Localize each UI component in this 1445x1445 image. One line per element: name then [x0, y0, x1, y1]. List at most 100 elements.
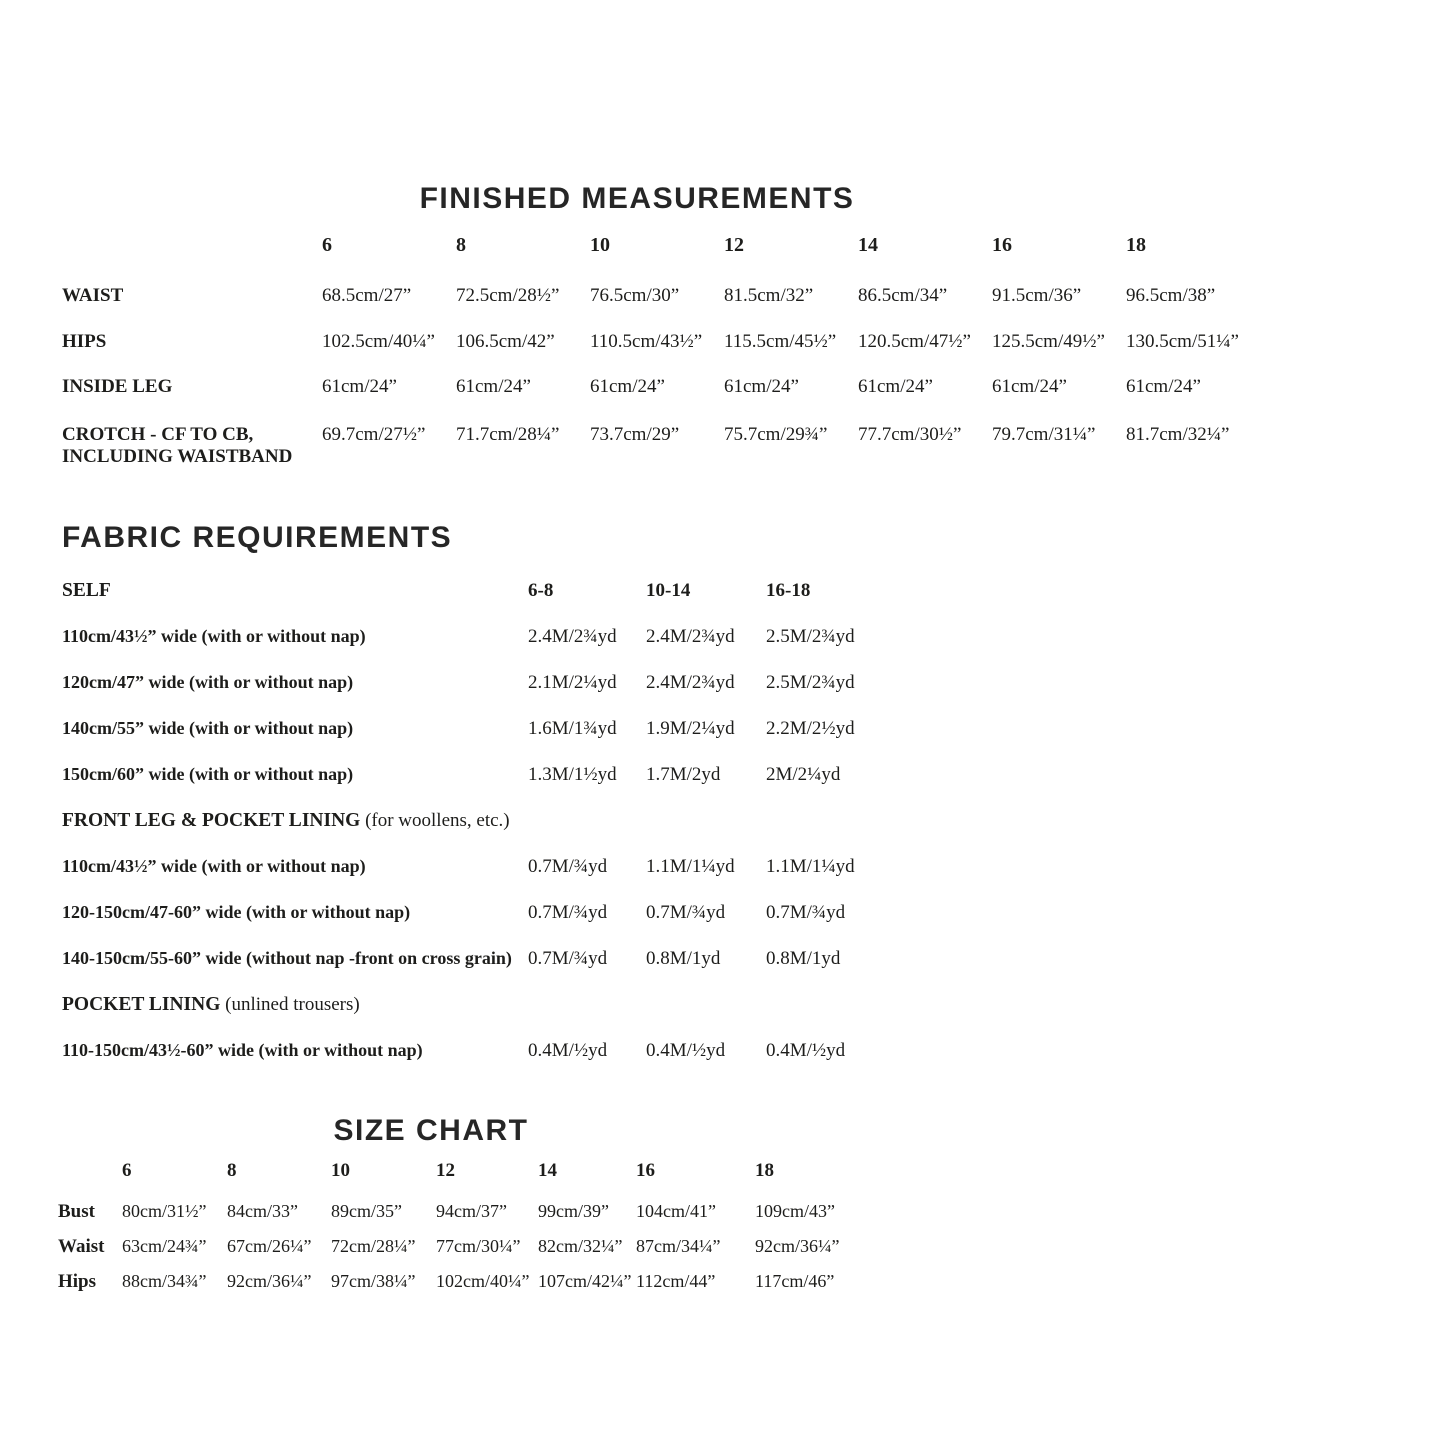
fr-section-heading: FRONT LEG & POCKET LINING (for woollens,…: [62, 810, 528, 832]
sc-value-cell: 84cm/33”: [227, 1201, 298, 1221]
fm-size-header: 6: [322, 234, 332, 256]
fr-value-cell: 1.3M/1½yd: [528, 764, 617, 785]
fm-row-label: HIPS: [62, 331, 107, 352]
sc-value-cell: 82cm/32¼”: [538, 1236, 623, 1256]
fr-value-cell: 2M/2¼yd: [766, 764, 841, 785]
fm-size-header: 10: [590, 234, 610, 256]
fm-value-cell: 61cm/24”: [456, 376, 531, 397]
fm-value-cell: 120.5cm/47½”: [858, 331, 971, 352]
sc-value-cell: 109cm/43”: [755, 1201, 835, 1221]
fm-value-cell: 81.5cm/32”: [724, 285, 814, 306]
sc-size-header: 16: [636, 1160, 655, 1181]
sc-value-cell: 67cm/26¼”: [227, 1236, 312, 1256]
fm-size-header: 12: [724, 234, 744, 256]
fm-value-cell: 115.5cm/45½”: [724, 331, 837, 352]
fm-value-cell: 71.7cm/28¼”: [456, 424, 560, 445]
fm-size-header: 18: [1126, 234, 1146, 256]
fr-value-cell: 0.7M/¾yd: [528, 902, 608, 923]
sc-value-cell: 102cm/40¼”: [436, 1271, 530, 1291]
fm-row-label: WAIST: [62, 285, 124, 306]
fr-value-cell: 1.7M/2yd: [646, 764, 721, 785]
fr-value-cell: 0.7M/¾yd: [766, 902, 846, 923]
fr-value-cell: 0.4M/½yd: [528, 1040, 608, 1061]
fm-value-cell: 68.5cm/27”: [322, 285, 412, 306]
fm-value-cell: 125.5cm/49½”: [992, 331, 1105, 352]
fm-value-cell: 77.7cm/30½”: [858, 424, 962, 445]
fm-value-cell: 61cm/24”: [858, 376, 933, 397]
sc-value-cell: 77cm/30¼”: [436, 1236, 521, 1256]
fm-value-cell: 61cm/24”: [322, 376, 397, 397]
fm-value-cell: 130.5cm/51¼”: [1126, 331, 1239, 352]
sc-size-header: 12: [436, 1160, 455, 1181]
fm-row-label: INSIDE LEG: [62, 376, 173, 397]
fm-size-header: 16: [992, 234, 1012, 256]
sc-row-label: Waist: [58, 1236, 105, 1257]
fr-value-cell: 0.8M/1yd: [766, 948, 841, 969]
size-chart-table: 6 8 10 12 14 16 18 Bust 80cm/31½” 84cm/33” 89cm/35…: [58, 1160, 870, 1306]
fr-value-cell: 1.6M/1¾yd: [528, 718, 617, 739]
fr-row-label: 110-150cm/43½-60” wide (with or without …: [62, 1040, 423, 1060]
fr-value-cell: 0.7M/¾yd: [528, 856, 608, 877]
fr-size-group-header: 6-8: [528, 580, 554, 601]
sc-value-cell: 80cm/31½”: [122, 1201, 207, 1221]
fm-value-cell: 61cm/24”: [992, 376, 1067, 397]
sc-value-cell: 94cm/37”: [436, 1201, 507, 1221]
fr-value-cell: 1.1M/1¼yd: [766, 856, 855, 877]
fr-row-label: 110cm/43½” wide (with or without nap): [62, 626, 366, 646]
fm-value-cell: 61cm/24”: [724, 376, 799, 397]
fm-value-cell: 81.7cm/32¼”: [1126, 424, 1230, 445]
fr-row-label: 120-150cm/47-60” wide (with or without n…: [62, 902, 411, 922]
fm-value-cell: 79.7cm/31¼”: [992, 424, 1096, 445]
sc-value-cell: 117cm/46”: [755, 1271, 835, 1291]
fr-value-cell: 2.4M/2¾yd: [646, 626, 735, 647]
fm-value-cell: 102.5cm/40¼”: [322, 331, 435, 352]
fm-value-cell: 96.5cm/38”: [1126, 285, 1216, 306]
fr-section-heading-text: POCKET LINING: [62, 994, 221, 1015]
sc-value-cell: 89cm/35”: [331, 1201, 402, 1221]
sc-size-header: 6: [122, 1160, 132, 1181]
fr-value-cell: 2.1M/2¼yd: [528, 672, 617, 693]
sc-row-label: Bust: [58, 1201, 95, 1222]
fr-value-cell: 1.1M/1¼yd: [646, 856, 735, 877]
fr-section-heading-note: (unlined trousers): [220, 994, 360, 1015]
fm-value-cell: 72.5cm/28½”: [456, 285, 560, 306]
fabric-requirements-table: SELF 6-8 10-14 16-18 110cm/43½” wide (with o…: [62, 580, 896, 1086]
sc-value-cell: 63cm/24¾”: [122, 1236, 207, 1256]
fabric-requirements-title: FABRIC REQUIREMENTS: [62, 521, 453, 554]
fm-value-cell: 91.5cm/36”: [992, 285, 1082, 306]
fr-section-heading-text: SELF: [62, 580, 111, 601]
fr-section-heading: POCKET LINING (unlined trousers): [62, 994, 528, 1016]
fm-value-cell: 61cm/24”: [590, 376, 665, 397]
fr-value-cell: 2.5M/2¾yd: [766, 672, 855, 693]
fm-value-cell: 61cm/24”: [1126, 376, 1201, 397]
fm-size-header: 8: [456, 234, 466, 256]
sc-value-cell: 99cm/39”: [538, 1201, 609, 1221]
sc-size-header: 14: [538, 1160, 557, 1181]
fr-row-label: 110cm/43½” wide (with or without nap): [62, 856, 366, 876]
sc-value-cell: 97cm/38¼”: [331, 1271, 416, 1291]
sc-value-cell: 88cm/34¾”: [122, 1271, 207, 1291]
sc-value-cell: 104cm/41”: [636, 1201, 716, 1221]
fr-value-cell: 0.7M/¾yd: [528, 948, 608, 969]
fr-value-cell: 0.8M/1yd: [646, 948, 721, 969]
fr-value-cell: 0.4M/½yd: [766, 1040, 846, 1061]
fm-value-cell: 86.5cm/34”: [858, 285, 948, 306]
fr-value-cell: 1.9M/2¼yd: [646, 718, 735, 739]
fr-row-label: 120cm/47” wide (with or without nap): [62, 672, 354, 692]
fm-value-cell: 106.5cm/42”: [456, 331, 555, 352]
sc-size-header: 10: [331, 1160, 350, 1181]
fr-value-cell: 2.4M/2¾yd: [646, 672, 735, 693]
fr-value-cell: 2.4M/2¾yd: [528, 626, 617, 647]
finished-measurements-title-wrap: FINISHED MEASUREMENTS: [0, 182, 1274, 216]
sc-value-cell: 92cm/36¼”: [755, 1236, 840, 1256]
sc-value-cell: 92cm/36¼”: [227, 1271, 312, 1291]
fr-value-cell: 0.7M/¾yd: [646, 902, 726, 923]
fr-value-cell: 0.4M/½yd: [646, 1040, 726, 1061]
fr-size-group-header: 16-18: [766, 580, 811, 601]
fm-value-cell: 75.7cm/29¾”: [724, 424, 828, 445]
fm-row-label: CROTCH - CF TO CB, INCLUDING WAISTBAND: [62, 424, 293, 468]
fr-row-label: 140cm/55” wide (with or without nap): [62, 718, 354, 738]
fm-value-cell: 110.5cm/43½”: [590, 331, 703, 352]
fr-section-heading-text: FRONT LEG & POCKET LINING: [62, 810, 361, 831]
